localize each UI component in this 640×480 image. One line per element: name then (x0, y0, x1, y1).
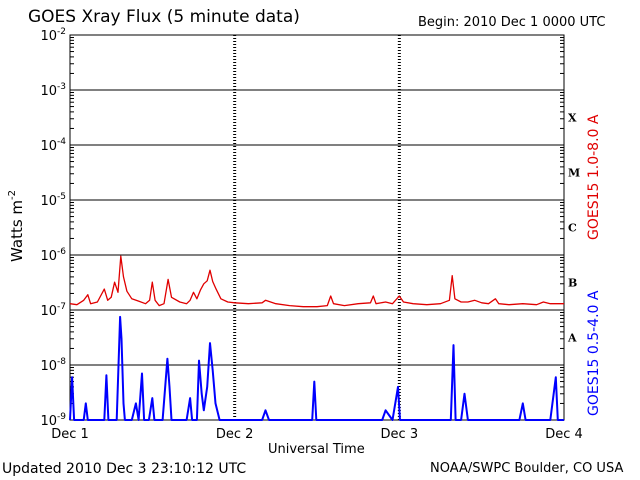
y-tick-label: 10-4 (40, 137, 66, 154)
begin-time-label: Begin: 2010 Dec 1 0000 UTC (418, 15, 606, 30)
y-tick-label: 10-5 (40, 192, 66, 209)
y-tick-exponent: -9 (57, 412, 66, 422)
y-tick-exponent: -8 (57, 357, 66, 367)
y-tick-base: 10 (40, 414, 57, 429)
x-axis-title: Universal Time (268, 442, 365, 457)
y-tick-exponent: -5 (57, 192, 66, 202)
flare-class-label: A (567, 332, 577, 345)
y-tick-label: 10-6 (40, 247, 66, 264)
flare-class-label: B (568, 277, 577, 290)
flare-class-label: X (568, 112, 577, 125)
y-tick-label: 10-7 (40, 302, 66, 319)
y-tick-base: 10 (40, 194, 57, 209)
y-tick-base: 10 (40, 84, 57, 99)
y-tick-base: 10 (40, 29, 57, 44)
y-tick-exponent: -4 (57, 137, 66, 147)
y-tick-base: 10 (40, 359, 57, 374)
y-axis-title-text: Watts m (8, 200, 26, 262)
legend-series-long: GOES15 1.0-8.0 A (586, 114, 602, 240)
y-axis-title-superscript: -2 (7, 190, 18, 200)
x-tick-label: Dec 1 (51, 427, 89, 442)
plot-frame (69, 34, 565, 421)
series-line (69, 255, 564, 308)
credit-label: NOAA/SWPC Boulder, CO USA (430, 461, 624, 476)
y-tick-label: 10-3 (40, 82, 66, 99)
y-tick-label: 10-8 (40, 357, 66, 374)
y-tick-exponent: -7 (57, 302, 66, 312)
y-tick-label: 10-9 (40, 412, 66, 429)
chart-title: GOES Xray Flux (5 minute data) (28, 7, 300, 27)
y-tick-exponent: -6 (57, 247, 66, 257)
flare-class-label: C (568, 222, 577, 235)
legend-series-short: GOES15 0.5-4.0 A (586, 290, 602, 416)
y-tick-exponent: -3 (57, 82, 66, 92)
y-axis-title: Watts m-2 (7, 190, 26, 262)
y-tick-base: 10 (40, 304, 57, 319)
series-line (69, 315, 564, 421)
y-tick-base: 10 (40, 139, 57, 154)
y-tick-label: 10-2 (40, 27, 66, 44)
flare-class-label: M (568, 167, 580, 180)
x-tick-label: Dec 2 (216, 427, 254, 442)
x-tick-label: Dec 3 (381, 427, 419, 442)
x-tick-label: Dec 4 (545, 427, 583, 442)
updated-timestamp: Updated 2010 Dec 3 23:10:12 UTC (2, 461, 247, 477)
y-tick-base: 10 (40, 249, 57, 264)
y-tick-exponent: -2 (57, 27, 66, 37)
